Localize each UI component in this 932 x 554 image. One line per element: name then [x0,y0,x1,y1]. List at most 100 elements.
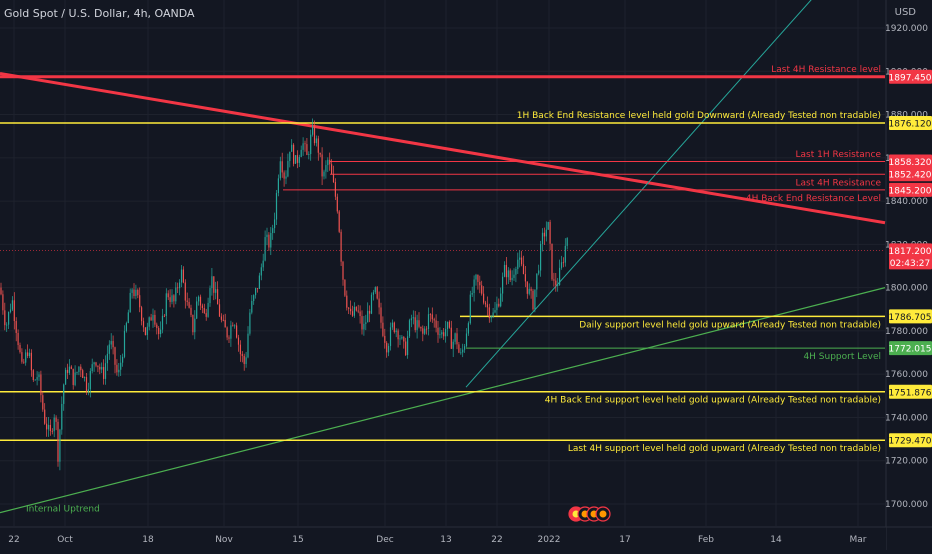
candle-body [376,287,378,299]
candle-body [509,270,511,281]
candle-body [258,275,260,289]
candle-body [439,334,441,336]
candle-body [551,243,553,280]
candle-body [464,346,466,350]
candle-body [279,161,281,179]
price-axis[interactable]: 1920.0001900.0001880.0001860.0001840.000… [885,0,932,550]
candle-body [182,269,184,283]
candle-body [325,165,327,172]
candle-body [74,372,76,385]
candle-body [557,285,559,286]
candle-body [306,144,308,155]
candle-body [173,295,175,302]
candle-body [49,424,51,431]
candle-body [355,306,357,311]
candle-body [560,262,563,268]
candle-body [359,311,361,317]
candle-body [555,280,557,286]
candle-body [123,330,126,357]
candle-body [526,281,528,294]
candle-body [139,295,141,308]
candle-body [369,310,371,314]
candle-body [218,304,221,317]
candle-body [272,228,274,234]
candle-body [127,312,129,324]
candle-body [15,321,17,333]
candle-body [251,300,253,313]
event-icon[interactable] [595,506,611,522]
candle-body [142,321,145,328]
candle-body [247,333,249,358]
candle-body [310,134,312,155]
candle-body [222,319,224,321]
candle-body [393,322,395,332]
candle-body [53,417,55,432]
candle-body [407,336,409,356]
candle-body [135,289,137,297]
4h-back-end-resistance-tag: 1845.200 [889,186,932,196]
candle-body [342,261,344,280]
candle-body [65,369,67,385]
candle-body [374,287,376,293]
candle-body [405,341,407,356]
candle-body [486,304,488,308]
candle-body [186,300,188,302]
candle-body [180,269,183,283]
4h-back-end-resistance-label: 4H Back End Resistance Level [746,194,881,204]
candle-body [72,368,74,385]
candle-body [416,320,418,331]
candle-body [494,310,496,313]
candle-body [477,274,479,282]
candle-body [55,417,57,422]
candle-body [148,317,150,327]
candle-body [540,244,542,271]
candle-body [103,367,105,379]
candle-body [270,233,272,248]
candle-body [256,288,259,289]
4h-support-label: 4H Support Level [803,352,881,362]
time-axis[interactable]: 22 Oct 18 Nov 15 Dec 13 22 2022 17 Feb 14 Mar [0,526,932,550]
candle-body [209,288,211,304]
candle-body [469,294,471,324]
candle-body [414,317,416,331]
candle-body [118,369,120,373]
4h-support-tag-bg [889,341,932,356]
candle-body [353,306,355,316]
candle-body [158,328,160,335]
4h-support-tag: 1772.015 [889,345,932,355]
y-tick-label: 1880.000 [885,111,928,121]
candle-body [357,310,359,312]
event-icons[interactable] [568,506,611,522]
candle-body [188,301,190,308]
candle-body [264,237,266,261]
candle-body [422,328,424,334]
candle-body [454,333,456,342]
1h-back-end-resistance-label: 1H Back End Resistance level held gold D… [517,111,881,121]
candle-body [160,329,162,335]
candle-body [112,341,114,348]
internal-uptrend-label: Internal Uptrend [26,504,100,514]
candle-body [467,323,469,334]
candle-body [382,322,384,336]
x-tick-label: 15 [292,535,303,545]
candle-body [99,366,101,370]
candle-body [426,328,428,330]
candle-body [156,324,158,329]
candle-body [42,395,44,410]
4h-back-end-support-tag-bg [889,384,932,399]
last-4h-resistance-2-label: Last 4H Resistance [796,178,882,188]
last-1h-resistance-tag: 1858.320 [889,158,932,168]
candle-body [245,357,247,364]
candle-body [179,282,181,289]
candle-body [465,333,468,347]
candle-body [384,335,386,343]
candle-body [287,160,289,177]
candle-body [291,144,293,152]
candle-body [456,333,458,345]
level-labels: Last 4H Resistance level 1H Back End Resi… [26,65,881,514]
candle-body [47,424,50,430]
last-1h-resistance-tag-bg [889,154,932,169]
candle-body [13,300,15,322]
